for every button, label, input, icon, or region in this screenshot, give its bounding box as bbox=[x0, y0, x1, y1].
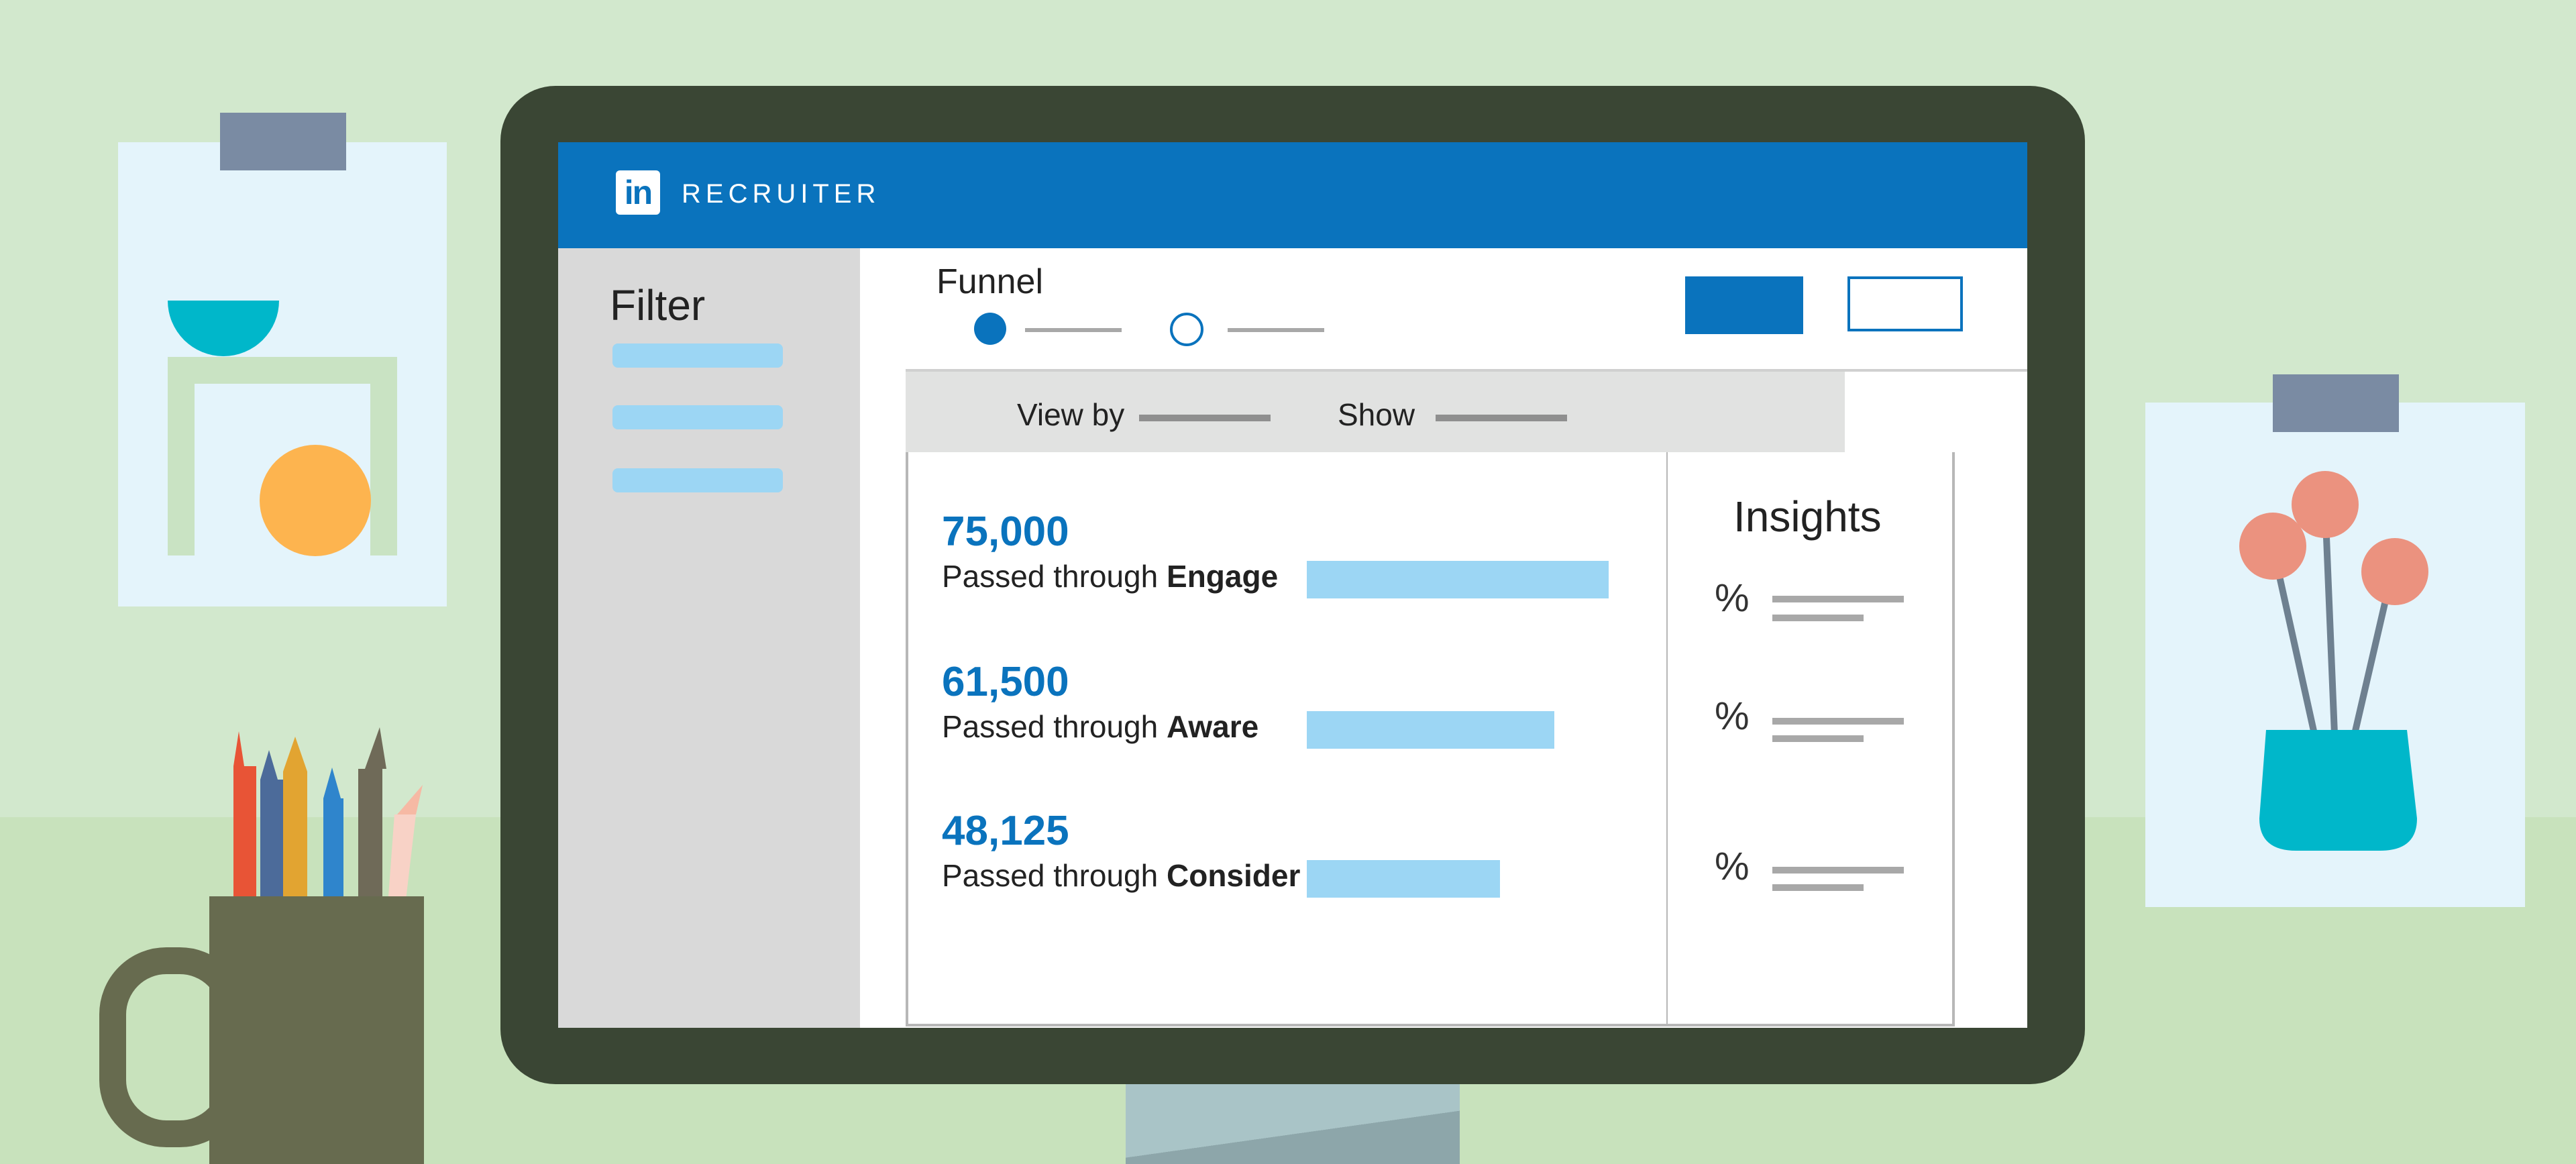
stat-consider-stage: Consider bbox=[1167, 858, 1301, 893]
wall-poster-right bbox=[2145, 403, 2525, 907]
pencils-icon bbox=[221, 725, 449, 906]
secondary-action-button[interactable] bbox=[1847, 276, 1963, 331]
stat-engage-bar bbox=[1307, 561, 1609, 598]
wall-poster-left bbox=[118, 142, 447, 606]
show-dropdown[interactable] bbox=[1436, 415, 1567, 421]
stat-consider-label: Passed through Consider bbox=[942, 858, 1301, 893]
insight-line-1b bbox=[1772, 615, 1864, 621]
funnel-step-2-line bbox=[1228, 328, 1324, 332]
monitor-stand bbox=[1126, 1084, 1460, 1164]
insight-line-3a bbox=[1772, 867, 1904, 874]
filter-option-2[interactable] bbox=[612, 405, 783, 429]
insight-percent-3: % bbox=[1715, 845, 1750, 888]
insight-line-3b bbox=[1772, 884, 1864, 891]
abstract-art-icon bbox=[168, 301, 397, 556]
funnel-step-2[interactable] bbox=[1170, 313, 1203, 346]
stat-aware-label: Passed through Aware bbox=[942, 709, 1259, 744]
filter-sidebar: Filter bbox=[558, 248, 860, 1028]
filter-option-1[interactable] bbox=[612, 343, 783, 368]
filter-title: Filter bbox=[610, 281, 706, 329]
stat-aware-value: 61,500 bbox=[942, 659, 1069, 705]
stat-aware-bar bbox=[1307, 711, 1554, 749]
insight-line-2b bbox=[1772, 735, 1864, 742]
app-brand-title: RECRUITER bbox=[682, 179, 881, 209]
funnel-step-1-line bbox=[1025, 328, 1122, 332]
insight-percent-1: % bbox=[1715, 576, 1750, 620]
stat-engage-label: Passed through Engage bbox=[942, 559, 1279, 594]
stat-engage-stage: Engage bbox=[1167, 559, 1279, 594]
stat-aware-stage: Aware bbox=[1167, 709, 1259, 744]
mug-body bbox=[209, 896, 424, 1164]
app-header: in RECRUITER bbox=[558, 142, 2027, 248]
view-toolbar: View by Show bbox=[906, 372, 1845, 454]
stat-consider-bar bbox=[1307, 860, 1500, 898]
insights-title: Insights bbox=[1733, 492, 1882, 541]
show-label[interactable]: Show bbox=[1338, 397, 1415, 432]
monitor-screen: in RECRUITER Filter Funnel View by Show … bbox=[558, 142, 2027, 1028]
header-divider bbox=[906, 369, 2027, 372]
insight-percent-2: % bbox=[1715, 694, 1750, 738]
view-by-label[interactable]: View by bbox=[1017, 397, 1125, 432]
view-by-dropdown[interactable] bbox=[1139, 415, 1271, 421]
funnel-title: Funnel bbox=[936, 262, 1043, 301]
primary-action-button[interactable] bbox=[1685, 276, 1803, 334]
insight-line-2a bbox=[1772, 718, 1904, 725]
poster-clip-right bbox=[2273, 374, 2399, 432]
funnel-step-1-active[interactable] bbox=[974, 313, 1006, 345]
stat-consider-value: 48,125 bbox=[942, 808, 1069, 854]
poster-clip-left bbox=[220, 113, 346, 170]
insight-line-1a bbox=[1772, 596, 1904, 602]
flower-vase-icon bbox=[2239, 471, 2428, 851]
linkedin-logo-icon[interactable]: in bbox=[616, 170, 660, 215]
filter-option-3[interactable] bbox=[612, 468, 783, 492]
stat-engage-value: 75,000 bbox=[942, 509, 1069, 555]
